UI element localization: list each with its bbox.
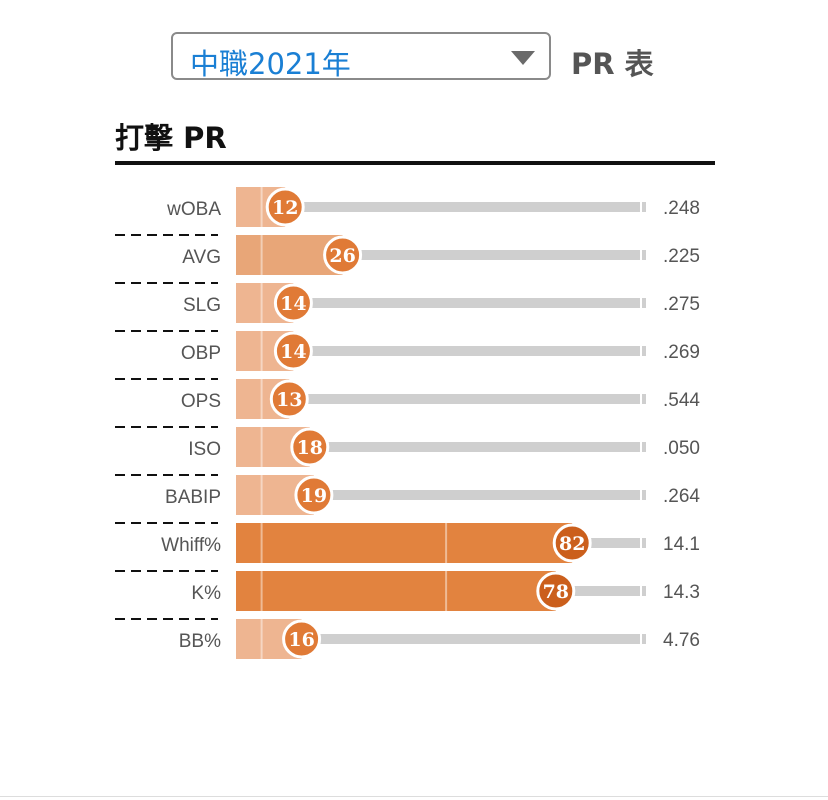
pr-badge bbox=[282, 619, 322, 659]
pr-track bbox=[236, 298, 646, 308]
pr-reference-line bbox=[260, 475, 263, 515]
pr-track bbox=[236, 346, 646, 356]
stat-value: 14.3 bbox=[663, 582, 700, 603]
pr-track-tick bbox=[640, 298, 642, 308]
season-select-value: 中職2021年 bbox=[190, 47, 351, 81]
pr-track-tick bbox=[640, 538, 642, 548]
pr-category-label: BB% bbox=[179, 631, 221, 652]
pr-category-label: ISO bbox=[188, 439, 221, 460]
pr-bar bbox=[236, 571, 556, 611]
stat-value: .264 bbox=[663, 486, 700, 507]
pr-category-label: OBP bbox=[181, 343, 221, 364]
pr-badge bbox=[273, 283, 313, 323]
pr-reference-line bbox=[260, 331, 263, 371]
pr-track-tick bbox=[640, 490, 642, 500]
pr-badge bbox=[552, 523, 592, 563]
selector-row: 中職2021年 PR 表 bbox=[0, 32, 828, 84]
pr-category-label: OPS bbox=[181, 391, 221, 412]
stat-value: .050 bbox=[663, 438, 700, 459]
pr-track bbox=[236, 490, 646, 500]
pr-badge-value: 12 bbox=[272, 197, 298, 219]
pr-track-tick bbox=[640, 250, 642, 260]
pr-badge bbox=[290, 427, 330, 467]
pr-category-label: AVG bbox=[182, 247, 221, 268]
stat-value: .275 bbox=[663, 294, 700, 315]
stat-value: .544 bbox=[663, 390, 700, 411]
stat-value: .248 bbox=[663, 198, 700, 219]
table-label: PR 表 bbox=[571, 47, 654, 81]
pr-badge-value: 19 bbox=[301, 485, 327, 507]
pr-category-label: wOBA bbox=[166, 199, 221, 220]
pr-reference-line bbox=[260, 523, 263, 563]
pr-badge bbox=[269, 379, 309, 419]
stat-value: .225 bbox=[663, 246, 700, 267]
pr-badge-value: 14 bbox=[280, 341, 306, 363]
pr-category-label: SLG bbox=[183, 295, 221, 316]
pr-track-tick bbox=[640, 586, 642, 596]
pr-bar bbox=[236, 523, 573, 563]
pr-track bbox=[236, 202, 646, 212]
pr-badge bbox=[294, 475, 334, 515]
pr-track bbox=[236, 394, 646, 404]
pr-reference-line bbox=[260, 619, 263, 659]
footer-line bbox=[0, 796, 828, 797]
pr-badge bbox=[273, 331, 313, 371]
pr-reference-line bbox=[260, 571, 263, 611]
pr-reference-line bbox=[260, 379, 263, 419]
pr-reference-line bbox=[260, 283, 263, 323]
stat-value: 14.1 bbox=[663, 534, 700, 555]
pr-badge bbox=[536, 571, 576, 611]
pr-category-label: BABIP bbox=[165, 487, 221, 508]
pr-reference-line bbox=[260, 187, 263, 227]
pr-reference-line bbox=[260, 427, 263, 467]
pr-reference-line bbox=[260, 235, 263, 275]
pr-badge-value: 13 bbox=[276, 389, 302, 411]
title-rule bbox=[115, 161, 715, 165]
pr-badge-value: 14 bbox=[280, 293, 306, 315]
pr-badge-value: 16 bbox=[288, 629, 314, 651]
pr-track bbox=[236, 442, 646, 452]
pr-track-tick bbox=[640, 634, 642, 644]
pr-badge bbox=[265, 187, 305, 227]
pr-track bbox=[236, 634, 646, 644]
pr-track-tick bbox=[640, 394, 642, 404]
pr-badge-value: 82 bbox=[559, 533, 585, 555]
pr-track bbox=[236, 250, 646, 260]
chevron-down-icon bbox=[511, 51, 535, 65]
pr-reference-line bbox=[445, 523, 448, 563]
pr-track-tick bbox=[640, 202, 642, 212]
pr-badge-value: 18 bbox=[297, 437, 323, 459]
pr-badge bbox=[323, 235, 363, 275]
pr-category-label: K% bbox=[191, 583, 221, 604]
pr-badge-value: 78 bbox=[543, 581, 569, 603]
stat-value: 4.76 bbox=[663, 630, 700, 651]
pr-reference-line bbox=[445, 571, 448, 611]
pr-badge-value: 26 bbox=[329, 245, 355, 267]
stat-value: .269 bbox=[663, 342, 700, 363]
pr-track-tick bbox=[640, 346, 642, 356]
season-select[interactable]: 中職2021年 bbox=[171, 32, 551, 81]
pr-category-label: Whiff% bbox=[161, 535, 221, 556]
section-title: 打擊 PR bbox=[115, 121, 227, 155]
pr-track-tick bbox=[640, 442, 642, 452]
